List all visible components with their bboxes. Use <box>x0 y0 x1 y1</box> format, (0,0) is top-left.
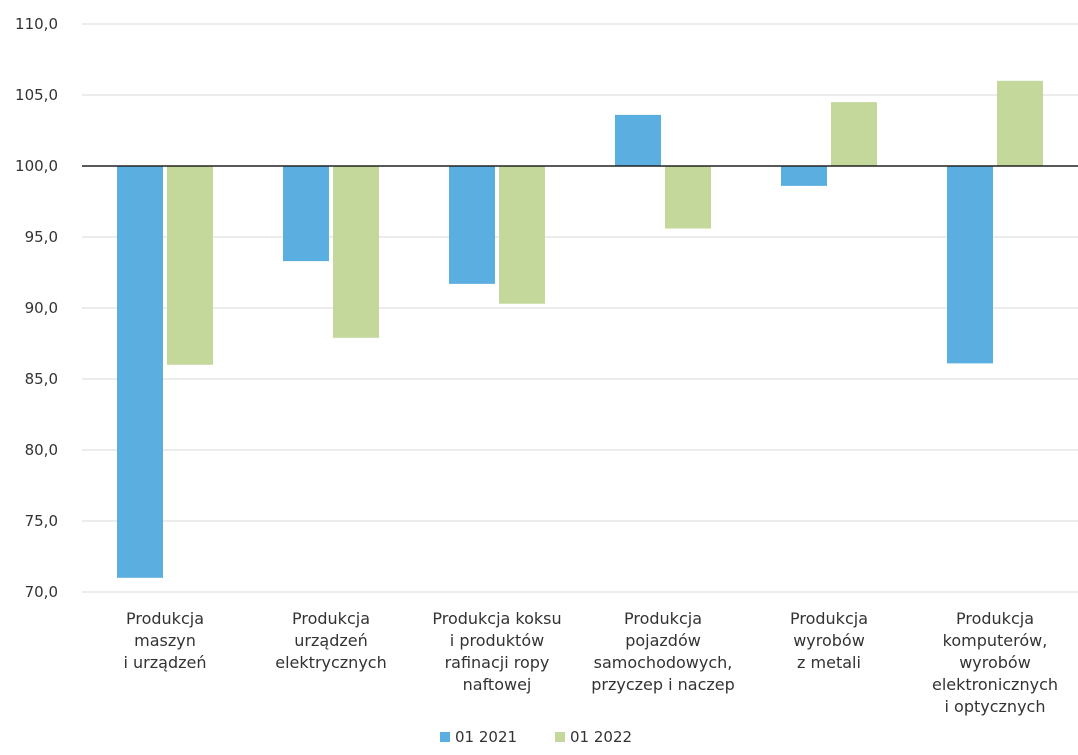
bar-series-2 <box>333 166 379 338</box>
bar-series-2 <box>167 166 213 365</box>
legend-label: 01 2021 <box>455 728 517 746</box>
legend-swatch <box>555 732 565 742</box>
x-category-label-line: wyrobów <box>959 653 1031 672</box>
y-tick-label: 90,0 <box>25 299 58 317</box>
x-category-label-line: z metali <box>797 653 861 672</box>
x-category-label-line: Produkcja <box>126 609 204 628</box>
x-category-label-line: maszyn <box>134 631 196 650</box>
y-axis-ticks: 70,0 75,0 80,0 85,0 90,0 95,0 100,0 105,0 110,0 <box>15 15 58 601</box>
y-tick-label: 110,0 <box>15 15 58 33</box>
x-category-label-line: elektrycznych <box>275 653 386 672</box>
y-tick-label: 85,0 <box>25 370 58 388</box>
y-tick-label: 80,0 <box>25 441 58 459</box>
x-category-label: Produkcja wyrobów z metali <box>790 609 868 672</box>
x-category-label-line: naftowej <box>463 675 532 694</box>
bar-series-1 <box>615 114 661 166</box>
bar-series-2 <box>997 80 1043 166</box>
x-category-label-line: i urządzeń <box>124 653 207 672</box>
y-tick-label: 100,0 <box>15 157 58 175</box>
y-tick-label: 75,0 <box>25 512 58 530</box>
bars <box>117 80 1043 578</box>
y-tick-label: 95,0 <box>25 228 58 246</box>
x-category-label: Produkcja urządzeń elektrycznych <box>275 609 386 672</box>
x-category-label: Produkcja koksu i produktów rafinacji ropy… <box>432 609 561 694</box>
x-category-label-line: samochodowych, <box>594 653 733 672</box>
x-category-label-line: elektronicznych <box>932 675 1058 694</box>
y-tick-label: 105,0 <box>15 86 58 104</box>
x-category-label-line: i produktów <box>450 631 544 650</box>
x-category-label: Produkcja komputerów, wyrobów elektroniczny… <box>932 609 1058 716</box>
legend: 01 2021 01 2022 <box>440 728 632 746</box>
bar-series-1 <box>117 166 163 578</box>
bar-series-1 <box>449 166 495 284</box>
bar-series-2 <box>831 102 877 166</box>
gridlines <box>82 23 1078 593</box>
x-category-label-line: Produkcja <box>292 609 370 628</box>
x-category-label-line: Produkcja koksu <box>432 609 561 628</box>
x-category-label-line: urządzeń <box>294 631 367 650</box>
x-category-label-line: Produkcja <box>956 609 1034 628</box>
x-axis-labels: Produkcja maszyn i urządzeń Produkcja urządz… <box>124 609 1059 716</box>
x-category-label: Produkcja pojazdów samochodowych, przyczep … <box>591 609 735 694</box>
legend-label: 01 2022 <box>570 728 632 746</box>
x-category-label-line: komputerów, <box>943 631 1048 650</box>
bar-series-2 <box>665 166 711 229</box>
x-category-label-line: Produkcja <box>790 609 868 628</box>
x-category-label-line: i optycznych <box>945 697 1046 716</box>
x-category-label-line: rafinacji ropy <box>445 653 550 672</box>
x-category-label-line: pojazdów <box>625 631 701 650</box>
x-category-label: Produkcja maszyn i urządzeń <box>124 609 207 672</box>
x-category-label-line: przyczep i naczep <box>591 675 735 694</box>
x-category-label-line: wyrobów <box>793 631 865 650</box>
x-category-label-line: Produkcja <box>624 609 702 628</box>
bar-series-1 <box>781 166 827 186</box>
bar-series-2 <box>499 166 545 304</box>
y-tick-label: 70,0 <box>25 583 58 601</box>
legend-swatch <box>440 732 450 742</box>
bar-series-1 <box>283 166 329 262</box>
bar-series-1 <box>947 166 993 364</box>
